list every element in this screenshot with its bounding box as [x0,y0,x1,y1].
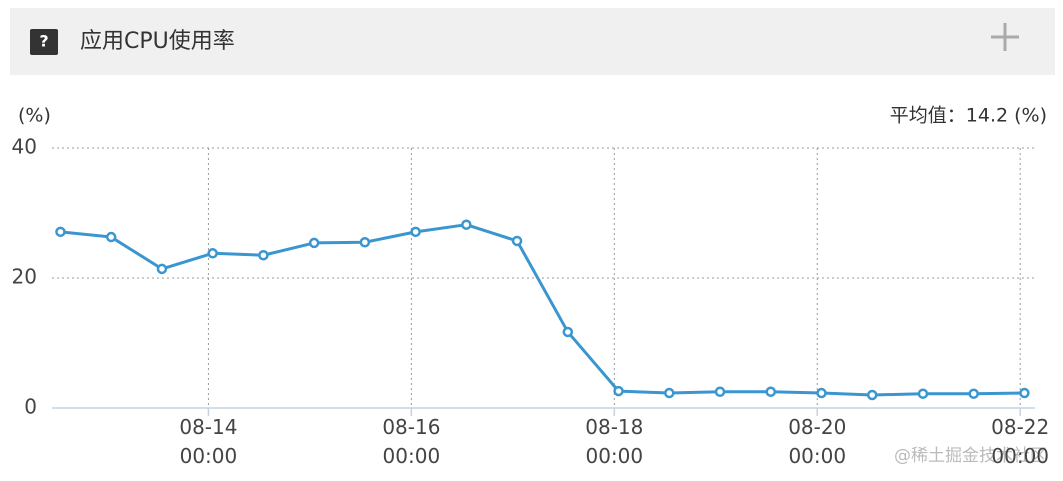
data-point [765,386,777,397]
y-tick-label: 0 [24,395,37,419]
panel-title: 应用CPU使用率 [80,29,235,54]
data-point [511,235,523,247]
data-point [156,263,168,275]
data-point [613,385,624,397]
series-line [60,223,1025,397]
data-point [359,237,371,248]
data-point [207,248,218,259]
y-axis-label: (%) [18,105,51,127]
data-point [410,226,421,238]
x-tick-label: 08-18 00:00 [585,415,643,468]
watermark: @稀土掘金技术社区 [894,446,1047,466]
data-point [258,250,269,261]
expand-button[interactable] [991,23,1019,51]
y-tick-label: 20 [12,265,37,289]
x-tick-label: 08-22 00:00 [991,415,1049,468]
data-point [917,388,929,399]
header-bar [10,8,1055,75]
data-point [562,326,574,338]
x-tick-label: 08-16 00:00 [382,415,440,468]
data-point [55,226,66,238]
data-point [461,219,472,230]
y-tick-label: 40 [12,135,37,159]
data-point [308,237,320,249]
help-icon[interactable] [30,29,58,55]
help-icon-text: ? [39,32,48,51]
data-point [866,389,878,401]
data-point [968,388,979,399]
x-tick-label: 08-14 00:00 [179,415,237,468]
x-tick-label: 08-20 00:00 [788,415,846,468]
data-point [664,387,675,399]
data-point [714,386,726,397]
average-annotation: 平均值：14.2 (%) [890,105,1047,127]
data-point [1019,387,1030,399]
data-point [105,231,117,243]
data-point [816,387,827,399]
